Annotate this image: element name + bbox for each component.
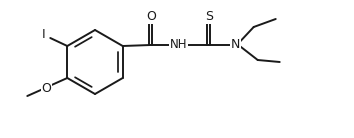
Text: O: O <box>41 83 51 95</box>
Text: O: O <box>146 10 156 23</box>
Text: S: S <box>205 10 213 23</box>
Text: I: I <box>41 27 45 40</box>
Text: N: N <box>231 39 240 51</box>
Text: NH: NH <box>170 39 188 51</box>
